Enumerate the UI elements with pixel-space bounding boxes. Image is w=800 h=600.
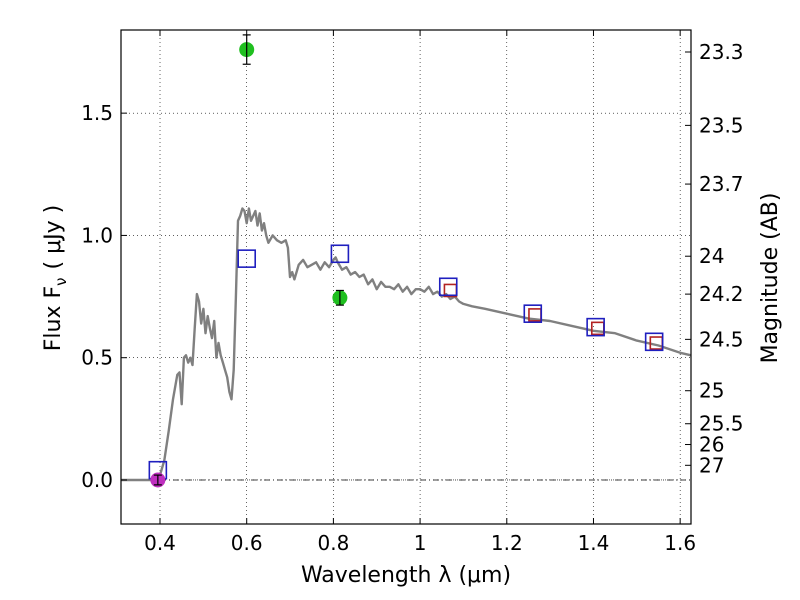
x-tick-label: 1.6 (664, 531, 696, 555)
right-tick-label: 24 (699, 244, 724, 268)
plot-area (121, 34, 692, 488)
y-axis-label-unit: ( μJy ) (41, 205, 66, 270)
grid (121, 30, 691, 524)
y-axis-label-main: Flux F (41, 286, 66, 351)
right-tick-label: 23.5 (699, 113, 744, 137)
right-tick-label: 27 (699, 453, 724, 477)
photometry-square (237, 249, 257, 268)
photometry-square (523, 304, 543, 323)
x-axis-label: Wavelength λ (μm) (301, 563, 511, 588)
x-tick-label: 1.4 (578, 531, 610, 555)
x-tick-label: 0.6 (231, 531, 263, 555)
right-tick-label: 23.3 (699, 40, 744, 64)
right-tick-label: 24.5 (699, 327, 744, 351)
photometry-square (586, 317, 605, 337)
photometry-square (330, 244, 350, 264)
y-tick-label: 0.5 (81, 346, 113, 370)
right-tick-label: 25 (699, 379, 724, 403)
sed-curve (121, 207, 692, 482)
ticks: 0.4 0.6 0.8 1 1.2 1.4 1.6 0.0 0.5 1.0 1.5 23.3 23.5 2… (81, 30, 744, 555)
x-tick-label: 0.4 (144, 531, 176, 555)
photometry-square (644, 332, 664, 352)
y-tick-label: 1.0 (81, 223, 113, 247)
axes-frame (120, 29, 692, 525)
y-tick-label: 1.5 (81, 101, 113, 125)
x-tick-label: 0.8 (317, 531, 349, 555)
right-tick-label: 24.2 (699, 282, 744, 306)
right-tick-label: 26 (699, 433, 724, 457)
x-tick-label: 1.2 (491, 531, 523, 555)
right-tick-label: 25.5 (699, 412, 744, 436)
y-tick-label: 0.0 (81, 468, 113, 492)
right-tick-label: 23.7 (699, 172, 744, 196)
y-axis-label-sub: ν (52, 277, 70, 285)
y-axis-label: Flux Fν ( μJy ) (41, 205, 70, 351)
right-axis-label: Magnitude (AB) (758, 193, 783, 364)
x-tick-label: 1 (414, 531, 427, 555)
photometry-square (438, 277, 458, 297)
